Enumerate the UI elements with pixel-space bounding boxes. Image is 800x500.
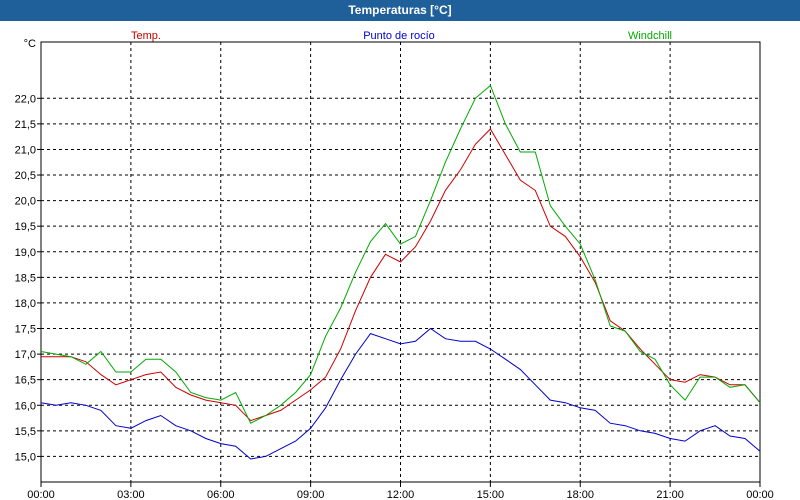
y-tick-label: 19,5 <box>15 221 36 233</box>
x-tick-time-label: 09:00 <box>297 489 325 500</box>
legend-entry-0: Temp. <box>131 30 161 42</box>
x-axis: 00:0009/07/2503:0009/07/2506:0009/07/250… <box>27 482 774 500</box>
x-tick-time-label: 12:00 <box>387 489 415 500</box>
y-tick-label: 21,5 <box>15 119 36 131</box>
y-tick-label: 21,0 <box>15 144 36 156</box>
y-axis: 15,0 15,5 16,0 16,5 17,0 17,5 18,0 18,5 19,0 19,5… <box>15 38 41 463</box>
y-tick-label: 16,5 <box>15 375 36 387</box>
y-tick-label: 15,0 <box>15 451 36 463</box>
legend-entry-2: Windchill <box>628 30 672 42</box>
series-line-0 <box>41 128 761 422</box>
x-tick-time-label: 00:00 <box>27 489 55 500</box>
y-tick-label: 20,0 <box>15 196 36 208</box>
x-tick-time-label: 00:00 <box>746 489 774 500</box>
x-tick-time-label: 21:00 <box>656 489 684 500</box>
series-lines <box>40 84 761 460</box>
legend-entry-1: Punto de rocío <box>363 30 435 42</box>
y-tick-label: 15,5 <box>15 426 36 438</box>
y-tick-label: 17,5 <box>15 324 36 336</box>
x-tick-time-label: 03:00 <box>117 489 145 500</box>
y-tick-label: 19,0 <box>15 247 36 259</box>
series-line-1 <box>40 327 761 460</box>
x-tick-time-label: 18:00 <box>566 489 594 500</box>
x-tick-time-label: 15:00 <box>477 489 505 500</box>
grid-lines <box>41 42 760 482</box>
y-unit-label: °C <box>24 38 36 50</box>
y-tick-label: 16,0 <box>15 400 36 412</box>
x-tick-time-label: 06:00 <box>207 489 235 500</box>
y-tick-label: 17,0 <box>15 349 36 361</box>
y-tick-label: 18,5 <box>15 272 36 284</box>
temperature-chart: 15,0 15,5 16,0 16,5 17,0 17,5 18,0 18,5 19,0 19,5… <box>15 30 774 500</box>
series-line-2 <box>40 84 761 424</box>
y-tick-label: 22,0 <box>15 93 36 105</box>
y-tick-label: 20,5 <box>15 170 36 182</box>
chart-title: Temperaturas [°C] <box>0 0 800 21</box>
y-tick-label: 18,0 <box>15 298 36 310</box>
legend: Temp. Punto de rocío Windchill <box>131 30 672 42</box>
